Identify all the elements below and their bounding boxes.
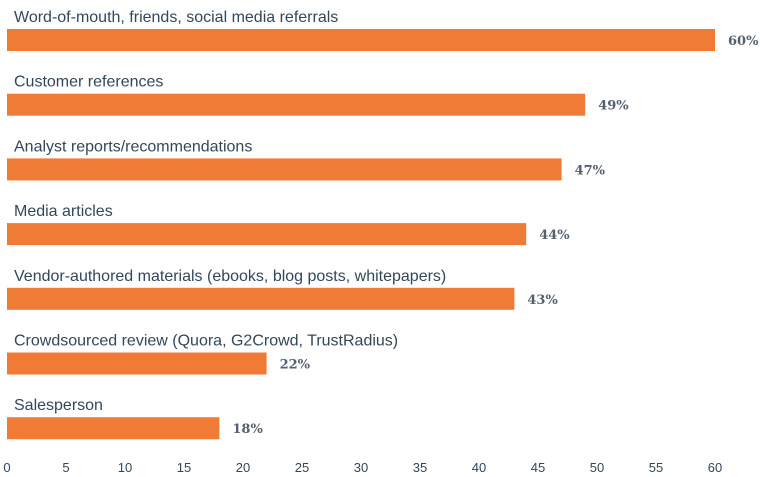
x-tick-label: 25 bbox=[295, 460, 309, 475]
bar bbox=[7, 93, 586, 116]
x-tick-label: 0 bbox=[3, 460, 10, 475]
data-label: 43% bbox=[527, 293, 558, 308]
x-tick-label: 55 bbox=[649, 460, 663, 475]
category-label: Customer references bbox=[14, 74, 163, 91]
bar bbox=[7, 29, 715, 51]
category-label: Analyst reports/recommendations bbox=[14, 138, 252, 155]
data-label: 49% bbox=[598, 99, 629, 114]
x-tick-label: 15 bbox=[177, 460, 191, 475]
data-label: 18% bbox=[232, 422, 263, 437]
x-tick-label: 10 bbox=[118, 460, 132, 475]
bar bbox=[7, 352, 267, 375]
data-label: 44% bbox=[539, 228, 570, 243]
bar bbox=[7, 223, 527, 246]
data-label: 47% bbox=[575, 163, 606, 178]
category-label: Word-of-mouth, friends, social media ref… bbox=[14, 9, 338, 26]
bar bbox=[7, 158, 562, 181]
bar bbox=[7, 417, 220, 440]
x-tick-label: 60 bbox=[708, 460, 722, 475]
x-tick-label: 45 bbox=[531, 460, 545, 475]
data-label: 60% bbox=[728, 34, 759, 49]
category-label: Salesperson bbox=[14, 397, 103, 414]
category-label: Crowdsourced review (Quora, G2Crowd, Tru… bbox=[14, 333, 398, 350]
category-label: Media articles bbox=[14, 203, 113, 220]
x-tick-label: 5 bbox=[62, 460, 69, 475]
x-tick-label: 20 bbox=[236, 460, 250, 475]
x-tick-label: 35 bbox=[413, 460, 427, 475]
data-label: 22% bbox=[280, 358, 311, 373]
x-tick-label: 50 bbox=[590, 460, 604, 475]
bar bbox=[7, 287, 515, 310]
category-label: Vendor-authored materials (ebooks, blog … bbox=[14, 268, 446, 285]
x-tick-label: 40 bbox=[472, 460, 486, 475]
x-tick-label: 30 bbox=[354, 460, 368, 475]
